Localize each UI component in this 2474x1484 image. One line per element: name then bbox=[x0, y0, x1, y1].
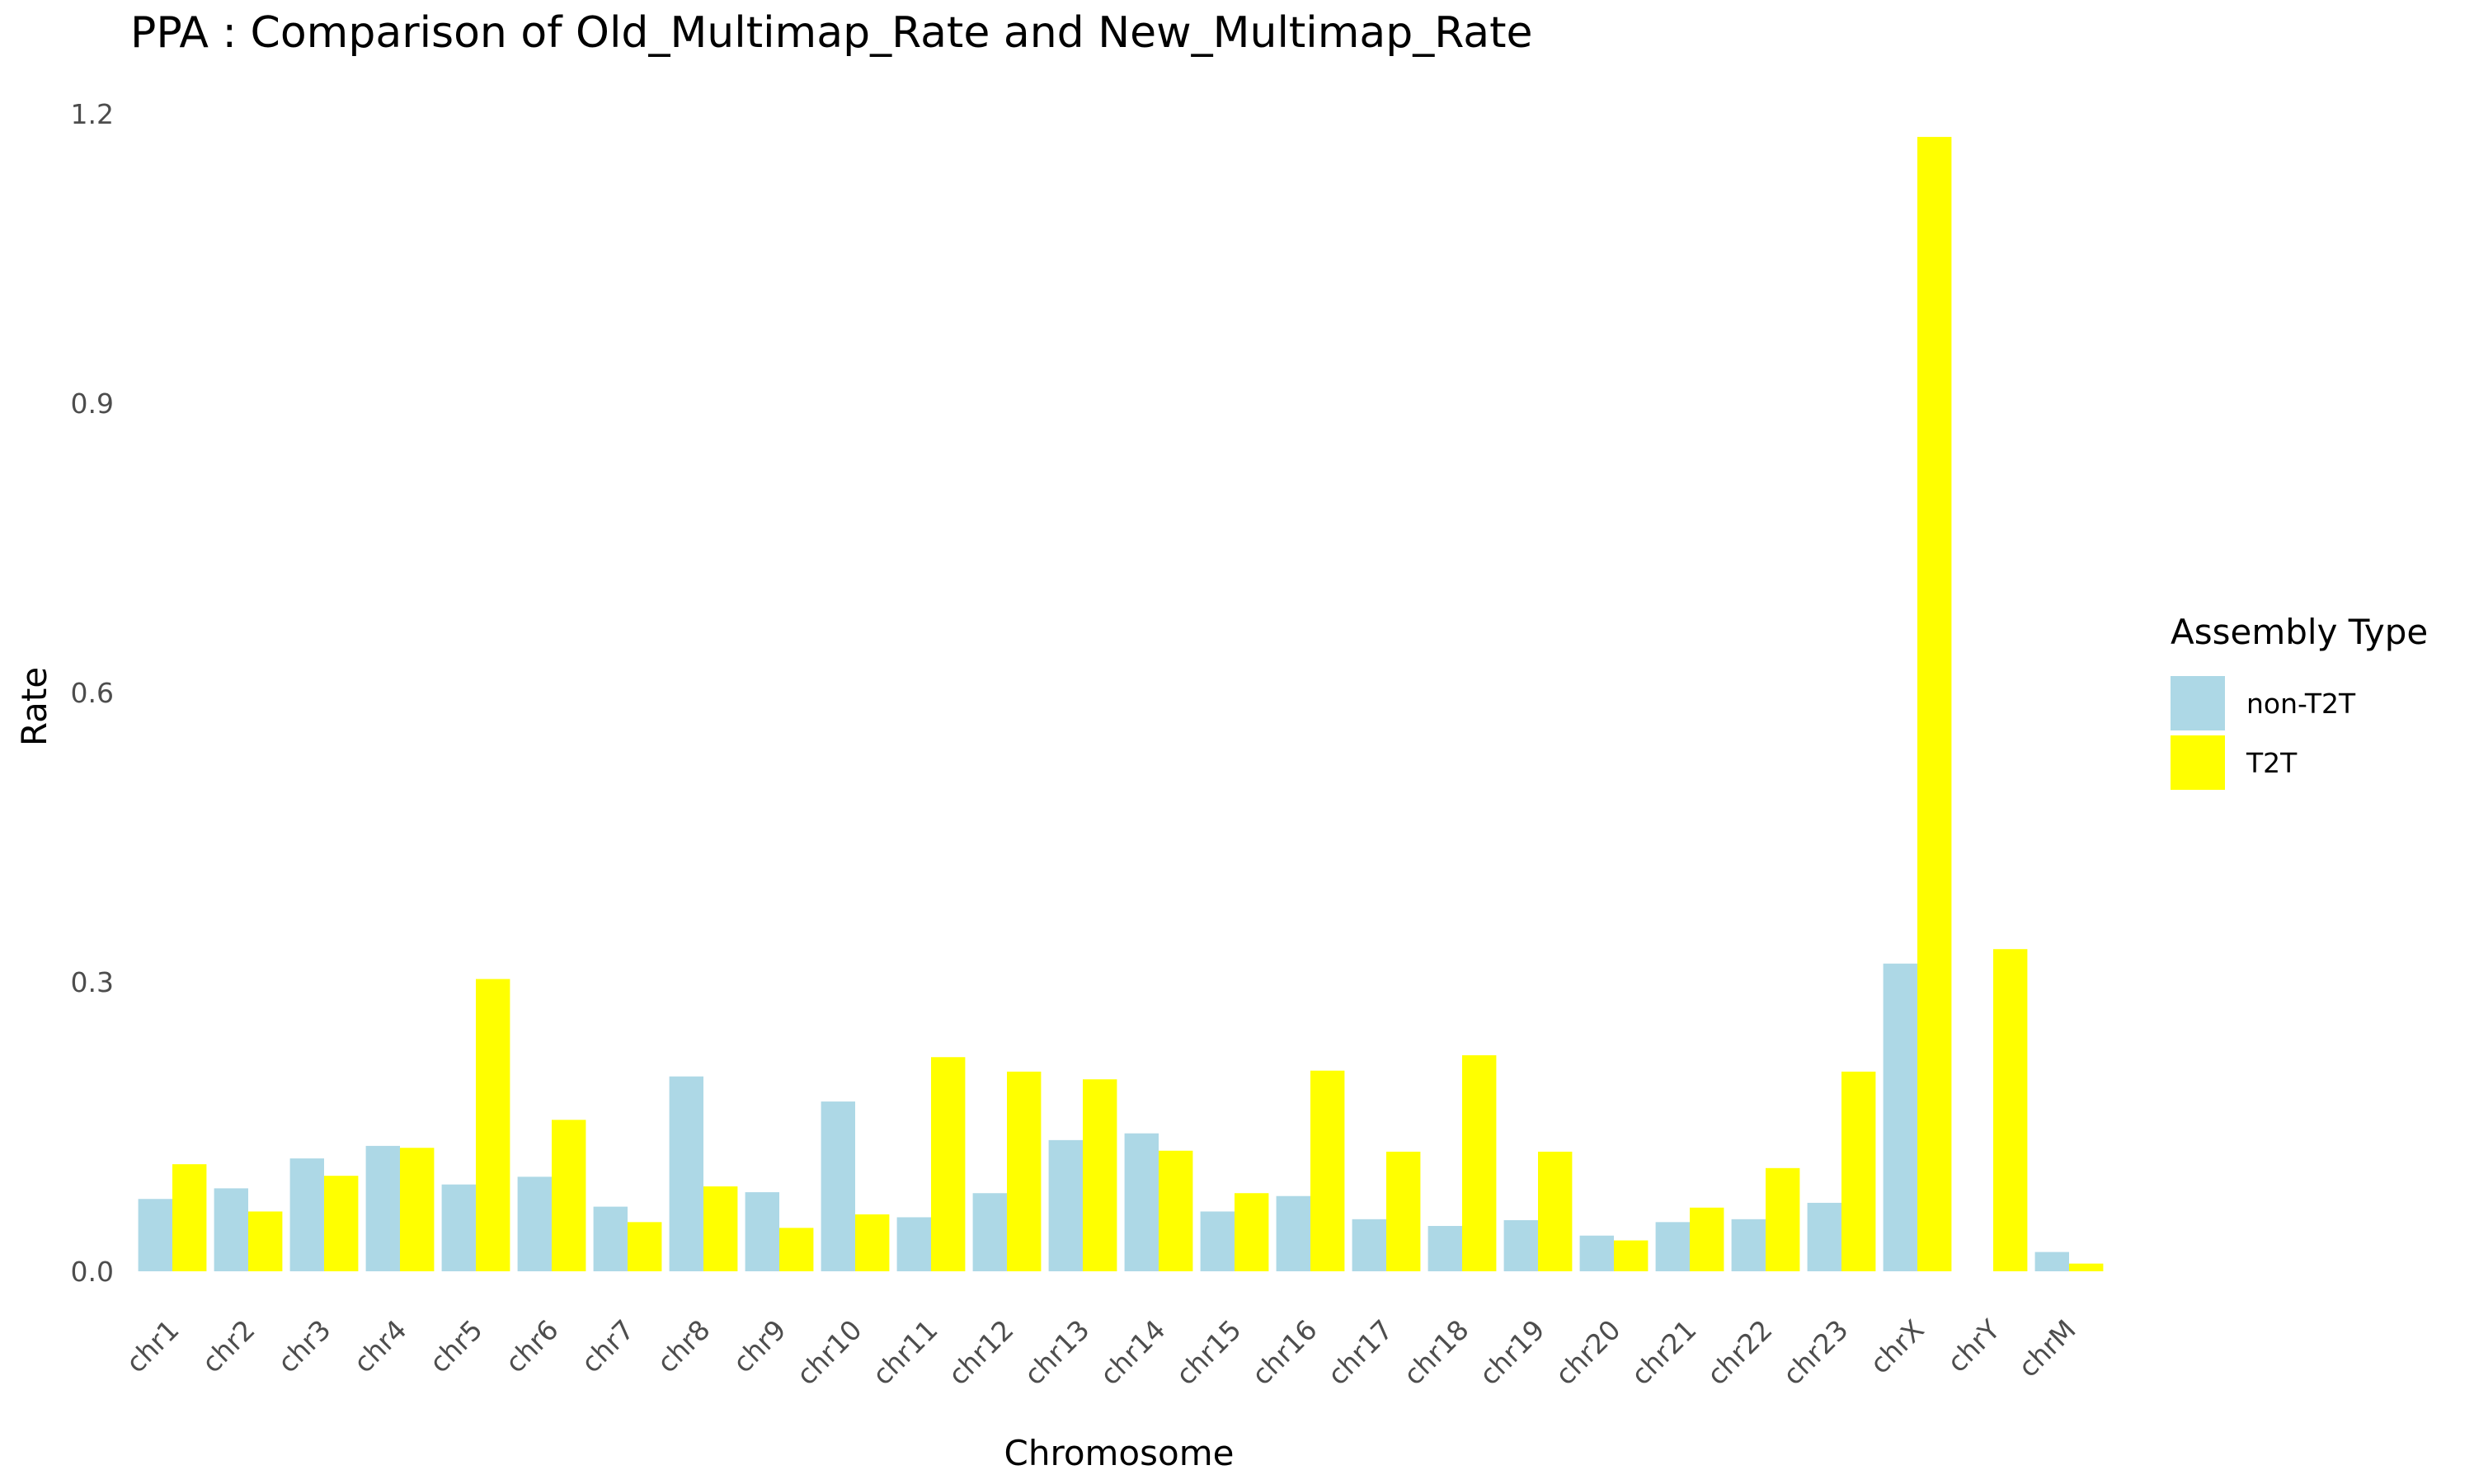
bar-t2t-chr5 bbox=[476, 979, 510, 1271]
x-tick-label-chr18: chr18 bbox=[1397, 1313, 1475, 1391]
x-tick-label-chr19: chr19 bbox=[1473, 1313, 1550, 1391]
x-tick-label-chr13: chr13 bbox=[1018, 1313, 1095, 1391]
legend-label-t2t: T2T bbox=[2246, 746, 2298, 779]
bar-non-t2t-chr3 bbox=[289, 1158, 324, 1271]
bar-non-t2t-chr17 bbox=[1352, 1219, 1386, 1271]
bar-t2t-chr12 bbox=[1007, 1071, 1042, 1271]
x-tick-label-chr23: chr23 bbox=[1776, 1313, 1854, 1391]
x-tick-label-chr8: chr8 bbox=[651, 1313, 717, 1379]
x-axis: chr1 chr2 chr3 chr4 chr5 chr6 chr7 chr8 chr9chr1… bbox=[120, 1313, 2082, 1391]
bar-t2t-chr19 bbox=[1538, 1151, 1573, 1271]
bar-t2t-chr13 bbox=[1083, 1079, 1117, 1271]
bar-non-t2t-chr15 bbox=[1200, 1211, 1235, 1271]
bar-t2t-chr15 bbox=[1235, 1193, 1269, 1271]
bar-non-t2t-chr19 bbox=[1503, 1219, 1538, 1271]
x-tick-label-chr3: chr3 bbox=[271, 1313, 337, 1379]
y-tick-label: 0.9 bbox=[71, 387, 114, 420]
bar-t2t-chr4 bbox=[400, 1148, 435, 1271]
x-tick-label-chr17: chr17 bbox=[1321, 1313, 1399, 1391]
y-axis: 0.0 0.3 0.6 0.9 1.2 bbox=[71, 98, 114, 1288]
bar-non-t2t-chr10 bbox=[821, 1101, 855, 1271]
bar-t2t-chr11 bbox=[931, 1057, 966, 1271]
bar-non-t2t-chr12 bbox=[972, 1193, 1007, 1271]
bar-t2t-chry bbox=[1993, 949, 2028, 1271]
legend-title: Assembly Type bbox=[2171, 612, 2429, 652]
bar-t2t-chr8 bbox=[703, 1186, 738, 1271]
x-tick-label-chr16: chr16 bbox=[1245, 1313, 1323, 1391]
bar-non-t2t-chr1 bbox=[138, 1199, 172, 1271]
legend-key-non-t2t bbox=[2171, 676, 2225, 730]
bar-t2t-chr1 bbox=[172, 1164, 207, 1271]
bar-t2t-chr21 bbox=[1690, 1207, 1724, 1271]
x-tick-label-chry: chrY bbox=[1941, 1313, 2007, 1378]
x-tick-label-chrx: chrX bbox=[1864, 1313, 1931, 1380]
bar-t2t-chr6 bbox=[552, 1120, 586, 1271]
bar-t2t-chr16 bbox=[1310, 1070, 1345, 1271]
chart-title: PPA : Comparison of Old_Multimap_Rate an… bbox=[130, 8, 1533, 58]
bar-non-t2t-chr18 bbox=[1427, 1226, 1462, 1271]
bar-t2t-chr2 bbox=[248, 1211, 283, 1271]
legend-label-non-t2t: non-T2T bbox=[2246, 687, 2356, 720]
bar-t2t-chr17 bbox=[1386, 1151, 1421, 1271]
x-tick-label-chr10: chr10 bbox=[790, 1313, 868, 1391]
x-tick-label-chr1: chr1 bbox=[120, 1313, 186, 1379]
bar-non-t2t-chr13 bbox=[1048, 1139, 1083, 1271]
bar-non-t2t-chr11 bbox=[896, 1217, 931, 1271]
bar-t2t-chr9 bbox=[779, 1228, 814, 1271]
bar-t2t-chrm bbox=[2069, 1263, 2104, 1271]
bar-non-t2t-chr22 bbox=[1731, 1219, 1766, 1271]
bar-non-t2t-chr23 bbox=[1807, 1202, 1841, 1271]
legend-item-t2t: T2T bbox=[2171, 733, 2428, 792]
y-tick-label: 0.3 bbox=[71, 966, 114, 998]
x-tick-label-chr14: chr14 bbox=[1094, 1313, 1171, 1391]
legend: Assembly Type non-T2T T2T bbox=[2171, 612, 2428, 792]
x-tick-label-chr20: chr20 bbox=[1549, 1313, 1626, 1391]
bar-t2t-chr10 bbox=[855, 1214, 890, 1271]
bar-t2t-chr14 bbox=[1159, 1150, 1193, 1271]
bar-t2t-chr7 bbox=[628, 1222, 662, 1271]
bar-non-t2t-chrm bbox=[2034, 1252, 2069, 1271]
bar-non-t2t-chrx bbox=[1883, 963, 1917, 1271]
bar-t2t-chrx bbox=[1917, 137, 1952, 1272]
x-tick-label-chr21: chr21 bbox=[1625, 1313, 1702, 1391]
bar-t2t-chr20 bbox=[1614, 1240, 1649, 1271]
bar-non-t2t-chr4 bbox=[365, 1145, 400, 1271]
bar-t2t-chr3 bbox=[324, 1176, 359, 1271]
bar-non-t2t-chr8 bbox=[669, 1076, 703, 1271]
legend-item-non-t2t: non-T2T bbox=[2171, 674, 2428, 733]
x-tick-label-chr22: chr22 bbox=[1700, 1313, 1778, 1391]
x-tick-label-chr2: chr2 bbox=[195, 1313, 261, 1379]
bar-non-t2t-chr6 bbox=[517, 1176, 552, 1271]
x-tick-label-chr6: chr6 bbox=[499, 1313, 565, 1379]
bar-non-t2t-chr7 bbox=[593, 1206, 628, 1271]
x-tick-label-chr11: chr11 bbox=[866, 1313, 943, 1391]
x-tick-label-chrm: chrM bbox=[2012, 1313, 2082, 1383]
bar-non-t2t-chr9 bbox=[745, 1192, 779, 1271]
bar-non-t2t-chr16 bbox=[1276, 1195, 1310, 1271]
bar-non-t2t-chr5 bbox=[441, 1184, 476, 1271]
bar-t2t-chr22 bbox=[1766, 1167, 1800, 1271]
bar-t2t-chr23 bbox=[1841, 1071, 1876, 1271]
legend-key-t2t bbox=[2171, 735, 2225, 790]
bar-t2t-chr18 bbox=[1462, 1054, 1497, 1271]
bar-non-t2t-chr20 bbox=[1579, 1235, 1614, 1271]
y-tick-label: 0.6 bbox=[71, 677, 114, 709]
x-tick-label-chr7: chr7 bbox=[575, 1313, 641, 1379]
y-tick-label: 0.0 bbox=[71, 1256, 114, 1288]
x-axis-title: Chromosome bbox=[1004, 1433, 1235, 1473]
bar-non-t2t-chr2 bbox=[214, 1188, 248, 1271]
bar-non-t2t-chr21 bbox=[1655, 1222, 1690, 1271]
x-tick-label-chr5: chr5 bbox=[423, 1313, 489, 1379]
x-tick-label-chr9: chr9 bbox=[727, 1313, 793, 1379]
bar-non-t2t-chr14 bbox=[1124, 1133, 1159, 1271]
y-tick-label: 1.2 bbox=[71, 98, 114, 130]
x-tick-label-chr12: chr12 bbox=[942, 1313, 1019, 1391]
x-tick-label-chr4: chr4 bbox=[347, 1313, 413, 1379]
bars-group bbox=[138, 137, 2104, 1272]
x-tick-label-chr15: chr15 bbox=[1169, 1313, 1247, 1391]
y-axis-title: Rate bbox=[14, 667, 54, 746]
